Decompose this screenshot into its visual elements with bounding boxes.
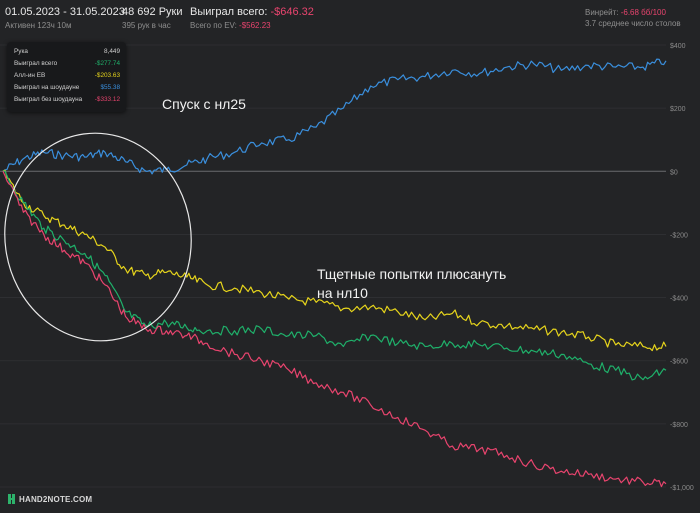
legend-item: Рука 8,449 [14,48,120,58]
y-tick-label: -$600 [670,359,688,366]
brand-text: HAND2NOTE.COM [19,495,93,504]
y-tick-label: $0 [670,169,678,176]
winrate-value: -6.68 бб/100 [620,8,666,17]
legend-label: Выиграл без шоудауна [14,96,83,103]
y-tick-label: $400 [670,43,686,50]
legend-item: Выиграл без шоудауна -$333.12 [14,96,120,106]
active-time: Активен 123ч 10м [5,21,72,30]
legend-value: -$333.12 [94,96,120,103]
won-total-label: Выиграл всего: [190,6,268,18]
annotation-descent: Спуск с нл25 [162,96,246,112]
y-tick-label: $200 [670,106,686,113]
brand-logo: HAND2NOTE.COM [8,494,92,504]
ev-total-value: -$562.23 [239,21,271,30]
annotation-circle [4,132,192,342]
winrate: Винрейт: -6.68 бб/100 [585,9,666,17]
hands-per-hour: 395 рук в час [122,21,171,30]
ev-total: Всего по EV: -$562.23 [190,22,271,30]
legend-panel: Рука 8,449 Выиграл всего -$277.74 Алл-ин… [7,42,126,112]
legend-label: Выиграл на шоудауне [14,84,80,91]
y-tick-label: -$1,000 [670,485,694,492]
ev-total-label: Всего по EV: [190,21,237,30]
y-tick-label: -$800 [670,422,688,429]
date-range: 01.05.2023 - 31.05.2023 [5,6,125,18]
legend-value: -$203.63 [94,72,120,79]
y-tick-label: -$400 [670,296,688,303]
legend-value: -$277.74 [94,60,120,67]
series-line-2 [2,170,667,381]
legend-item: Выиграл на шоудауне $55.38 [14,84,120,94]
legend-label: Алл-ин EB [14,72,46,79]
legend-value: $55.38 [100,84,120,91]
legend-value: 8,449 [104,48,120,55]
annotation-attempts-1: Тщетные попытки плюсануть [317,266,506,282]
won-total-value: -$646.32 [270,6,314,18]
h2n-logo-icon [8,494,15,504]
legend-item: Алл-ин EB -$203.63 [14,72,120,82]
won-total: Выиграл всего: -$646.32 [190,7,314,18]
hands-count: 48 692 Руки [122,6,183,18]
series-line-3 [2,171,667,488]
series-line-0 [2,58,667,175]
legend-label: Рука [14,48,28,55]
winrate-label: Винрейт: [585,8,619,17]
legend-label: Выиграл всего [14,60,58,67]
y-axis-ticks: $400 $200 $0 -$200 -$400 -$600 -$800 -$1,000 [670,43,694,492]
annotation-attempts-2: на нл10 [317,285,368,301]
avg-tables: 3.7 среднее число столов [585,19,681,28]
series-line-1 [2,169,667,352]
legend-item: Выиграл всего -$277.74 [14,60,120,70]
chart-lines [2,58,667,488]
y-tick-label: -$200 [670,232,688,239]
